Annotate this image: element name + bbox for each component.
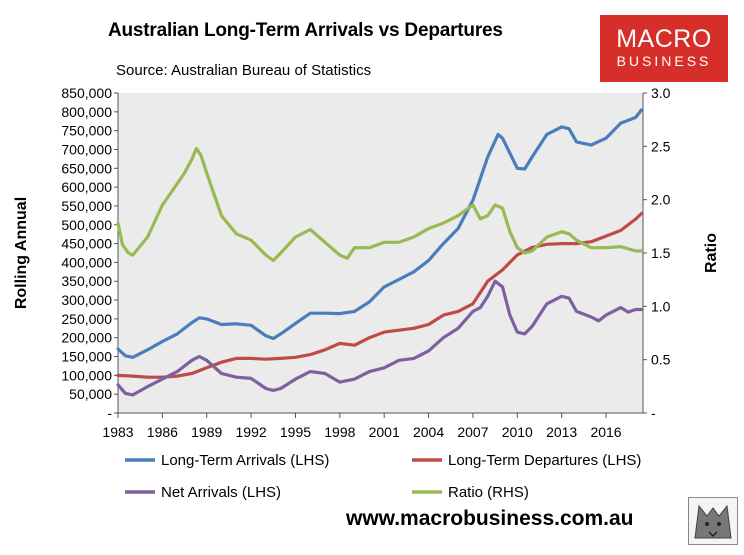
y-tick-label: 400,000 bbox=[61, 254, 112, 270]
y-tick-label: 800,000 bbox=[61, 104, 112, 120]
logo-top-text: MACRO bbox=[616, 25, 712, 53]
y-tick-label: 750,000 bbox=[61, 123, 112, 139]
x-tick-label: 1989 bbox=[191, 424, 222, 440]
y-tick-label: 700,000 bbox=[61, 141, 112, 157]
legend: Long-Term Arrivals (LHS) Long-Term Depart… bbox=[125, 452, 641, 501]
y-tick-label: 150,000 bbox=[61, 349, 112, 365]
y-tick-label: 650,000 bbox=[61, 160, 112, 176]
y2-tick-label: 2.0 bbox=[651, 192, 671, 208]
x-axis: 1983 1986 1989 1992 1995 1998 2001 2004 2007 2010… bbox=[102, 412, 643, 440]
y-tick-label: 100,000 bbox=[61, 367, 112, 383]
logo-bottom-text: BUSINESS bbox=[616, 53, 712, 69]
y-axis-right: - 0.5 1.0 1.5 2.0 2.5 3.0 bbox=[642, 85, 671, 421]
macrobusiness-logo: MACRO BUSINESS bbox=[600, 15, 728, 82]
x-tick-label: 2016 bbox=[590, 424, 621, 440]
series-line-2 bbox=[116, 211, 644, 379]
series-lines bbox=[116, 108, 644, 397]
x-tick-label: 1983 bbox=[102, 424, 133, 440]
x-tick-label: 1986 bbox=[147, 424, 178, 440]
x-tick-label: 2001 bbox=[369, 424, 400, 440]
legend-label: Ratio (RHS) bbox=[448, 484, 529, 501]
y-tick-label: 200,000 bbox=[61, 330, 112, 346]
footer-url: www.macrobusiness.com.au bbox=[346, 507, 634, 530]
legend-label: Long-Term Departures (LHS) bbox=[448, 452, 641, 469]
chart-subtitle: Source: Australian Bureau of Statistics bbox=[116, 62, 372, 79]
x-tick-label: 1998 bbox=[324, 424, 355, 440]
series-line-4 bbox=[116, 146, 644, 263]
plot-area bbox=[118, 93, 643, 413]
y-tick-label: 550,000 bbox=[61, 198, 112, 214]
y2-tick-label: 3.0 bbox=[651, 85, 671, 101]
x-tick-label: 1995 bbox=[280, 424, 311, 440]
x-tick-label: 2007 bbox=[457, 424, 488, 440]
y-tick-label: 300,000 bbox=[61, 292, 112, 308]
y-tick-label: 600,000 bbox=[61, 179, 112, 195]
y2-tick-label: 2.5 bbox=[651, 138, 671, 154]
x-tick-label: 2010 bbox=[502, 424, 533, 440]
wolf-logo-icon bbox=[688, 497, 738, 545]
y-tick-label: 50,000 bbox=[69, 386, 112, 402]
y2-tick-label: 0.5 bbox=[651, 352, 671, 368]
y-tick-label: 250,000 bbox=[61, 311, 112, 327]
legend-label: Long-Term Arrivals (LHS) bbox=[161, 452, 329, 469]
y2-tick-label: - bbox=[651, 405, 656, 421]
y-tick-label: 450,000 bbox=[61, 236, 112, 252]
series-line-3 bbox=[116, 279, 644, 397]
y-tick-label: 350,000 bbox=[61, 273, 112, 289]
x-tick-label: 2004 bbox=[413, 424, 444, 440]
x-tick-label: 2013 bbox=[546, 424, 577, 440]
y-tick-label: 850,000 bbox=[61, 85, 112, 101]
x-tick-label: 1992 bbox=[236, 424, 267, 440]
series-line-1 bbox=[116, 108, 644, 359]
chart-title: Australian Long-Term Arrivals vs Departu… bbox=[108, 20, 503, 41]
y2-tick-label: 1.0 bbox=[651, 298, 671, 314]
legend-label: Net Arrivals (LHS) bbox=[161, 484, 281, 501]
y2-axis-title: Ratio bbox=[703, 233, 720, 273]
y-axis-left: - 50,000 100,000 150,000 200,000 250,000 300,0… bbox=[61, 85, 119, 421]
y-axis-title: Rolling Annual bbox=[13, 197, 30, 309]
y2-tick-label: 1.5 bbox=[651, 245, 671, 261]
y-tick-label: - bbox=[107, 405, 112, 421]
y-tick-label: 500,000 bbox=[61, 217, 112, 233]
